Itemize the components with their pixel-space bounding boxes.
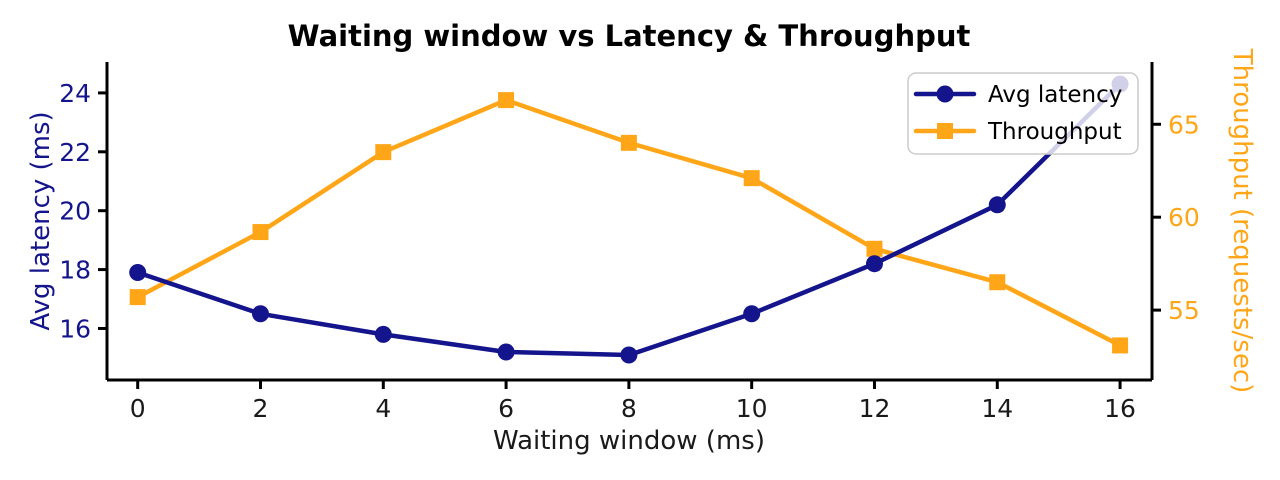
square-marker [498,92,515,109]
square-marker [620,134,637,151]
x-tick-label: 8 [621,394,637,423]
legend-sample-markers [913,85,977,139]
legend: Avg latency Throughput [907,72,1139,155]
circle-marker [497,343,515,361]
legend-square-marker [937,123,953,139]
x-tick-labels: 0 2 4 6 8 10 12 14 16 [130,394,1136,423]
x-tick-label: 16 [1104,394,1136,423]
circle-marker [620,346,638,364]
right-axis-label: Throughput (requests/sec) [1227,48,1257,394]
x-tick-label: 6 [498,394,514,423]
square-marker [252,224,269,241]
left-tick-label: 16 [59,314,91,343]
right-tick-labels: 55 60 65 [1168,110,1200,325]
square-marker [129,289,146,306]
left-tick-labels: 16 18 20 22 24 [59,79,91,344]
circle-marker [129,264,147,282]
square-marker [989,274,1006,291]
axes-spines [98,62,1161,389]
x-tick-label: 2 [253,394,269,423]
x-axis-label: Waiting window (ms) [493,426,765,456]
data-series [129,75,1129,364]
circle-marker [251,305,269,323]
circle-marker [374,325,392,343]
chart-title: Waiting window vs Latency & Throughput [288,19,971,53]
left-axis-label: Avg latency (ms) [26,111,56,330]
left-tick-label: 18 [59,256,91,285]
right-tick-label: 65 [1168,110,1200,139]
right-tick-label: 60 [1168,203,1200,232]
legend-label-avg-latency: Avg latency [988,82,1122,108]
x-tick-label: 14 [981,394,1013,423]
x-tick-label: 10 [736,394,768,423]
square-marker [375,144,392,161]
square-marker [1112,337,1129,354]
square-marker [743,170,760,187]
circle-marker [743,305,761,323]
left-tick-label: 20 [59,197,91,226]
legend-circle-marker [936,85,954,103]
square-marker [866,240,883,257]
legend-label-throughput: Throughput [987,119,1122,145]
x-tick-label: 0 [130,394,146,423]
left-tick-label: 24 [59,79,91,108]
circle-marker [865,255,883,273]
left-tick-label: 22 [59,138,91,167]
x-tick-label: 12 [859,394,891,423]
x-tick-label: 4 [375,394,391,423]
series-throughput [129,92,1129,354]
right-tick-label: 55 [1168,296,1200,325]
circle-marker [988,196,1006,214]
